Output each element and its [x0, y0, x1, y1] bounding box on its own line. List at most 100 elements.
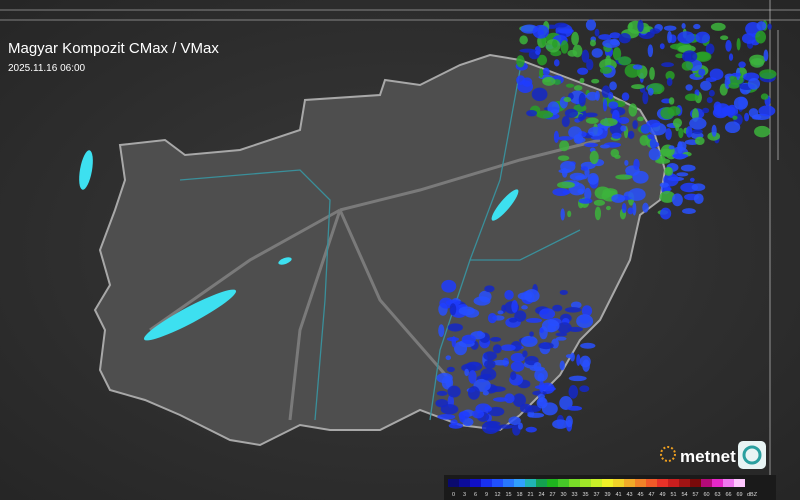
echo — [589, 39, 596, 47]
legend-swatch — [624, 479, 635, 487]
echo — [557, 136, 574, 141]
echo — [484, 359, 496, 369]
legend-label: 33 — [571, 492, 577, 498]
echo — [492, 359, 509, 366]
echo — [449, 303, 457, 316]
echo — [524, 289, 540, 303]
echo — [694, 136, 705, 146]
echo — [464, 368, 469, 377]
echo — [555, 332, 568, 337]
echo — [744, 112, 750, 122]
echo — [568, 384, 579, 399]
echo — [541, 319, 560, 333]
echo — [748, 108, 759, 118]
echo — [576, 314, 594, 328]
echo — [728, 75, 744, 85]
echo — [728, 53, 734, 61]
legend-label: 21 — [527, 492, 533, 498]
echo — [552, 304, 563, 312]
echo — [519, 48, 537, 53]
echo — [539, 327, 544, 333]
echo — [663, 25, 677, 31]
echo — [492, 344, 502, 354]
echo — [672, 153, 689, 159]
echo — [553, 59, 560, 67]
echo — [539, 380, 545, 393]
echo — [542, 67, 550, 76]
echo — [467, 386, 480, 400]
echo — [531, 87, 548, 102]
legend-swatch — [723, 479, 734, 487]
echo — [724, 121, 741, 134]
echo — [642, 202, 649, 213]
legend-swatch — [569, 479, 580, 487]
echo — [504, 289, 514, 300]
echo — [581, 49, 590, 63]
echo — [668, 145, 675, 150]
legend-label: 39 — [604, 492, 610, 498]
echo — [621, 92, 630, 101]
echo — [609, 81, 617, 91]
echo — [608, 91, 614, 100]
echo — [510, 371, 517, 381]
echo — [585, 19, 597, 31]
legend-label: 60 — [703, 492, 709, 498]
echo — [458, 306, 475, 316]
legend-swatch — [657, 479, 668, 487]
echo — [529, 331, 534, 337]
echo — [602, 39, 621, 48]
echo — [584, 112, 598, 118]
echo — [675, 124, 680, 132]
echo — [571, 31, 579, 46]
echo — [533, 361, 542, 371]
echo — [538, 342, 554, 350]
legend-swatch — [580, 479, 591, 487]
legend-unit: dBZ — [747, 492, 758, 498]
legend-label: 37 — [593, 492, 599, 498]
echo — [685, 126, 693, 138]
legend-swatch — [503, 479, 514, 487]
echo — [659, 190, 676, 203]
echo — [511, 299, 518, 313]
echo — [628, 103, 638, 117]
echo — [519, 403, 533, 413]
echo — [552, 39, 558, 48]
logo: metnet — [660, 441, 766, 469]
legend-label: 69 — [736, 492, 742, 498]
echo — [709, 68, 724, 81]
echo — [555, 336, 567, 341]
echo — [527, 412, 545, 418]
echo — [759, 69, 777, 80]
echo — [698, 68, 706, 76]
legend-label: 57 — [692, 492, 698, 498]
echo — [706, 96, 713, 104]
roads — [149, 138, 601, 421]
echo — [565, 354, 574, 359]
echo — [557, 155, 570, 161]
echo — [560, 161, 576, 173]
legend-label: 43 — [626, 492, 632, 498]
echo — [568, 375, 587, 382]
echo — [591, 48, 603, 58]
echo — [578, 198, 593, 204]
echo — [586, 59, 594, 71]
echo — [732, 115, 738, 120]
echo — [659, 43, 665, 50]
echo — [665, 70, 675, 81]
echo — [552, 419, 569, 429]
echo — [557, 322, 572, 334]
echo — [539, 68, 544, 79]
echo — [599, 144, 610, 149]
echo — [536, 110, 554, 119]
echo — [445, 355, 452, 361]
legend-swatch — [613, 479, 624, 487]
echo — [522, 350, 528, 358]
legend-label: 18 — [516, 492, 522, 498]
echo — [577, 67, 589, 75]
echo — [678, 127, 684, 139]
echo — [758, 105, 776, 117]
echo — [647, 44, 654, 58]
echo — [681, 61, 694, 71]
echo — [637, 19, 644, 33]
